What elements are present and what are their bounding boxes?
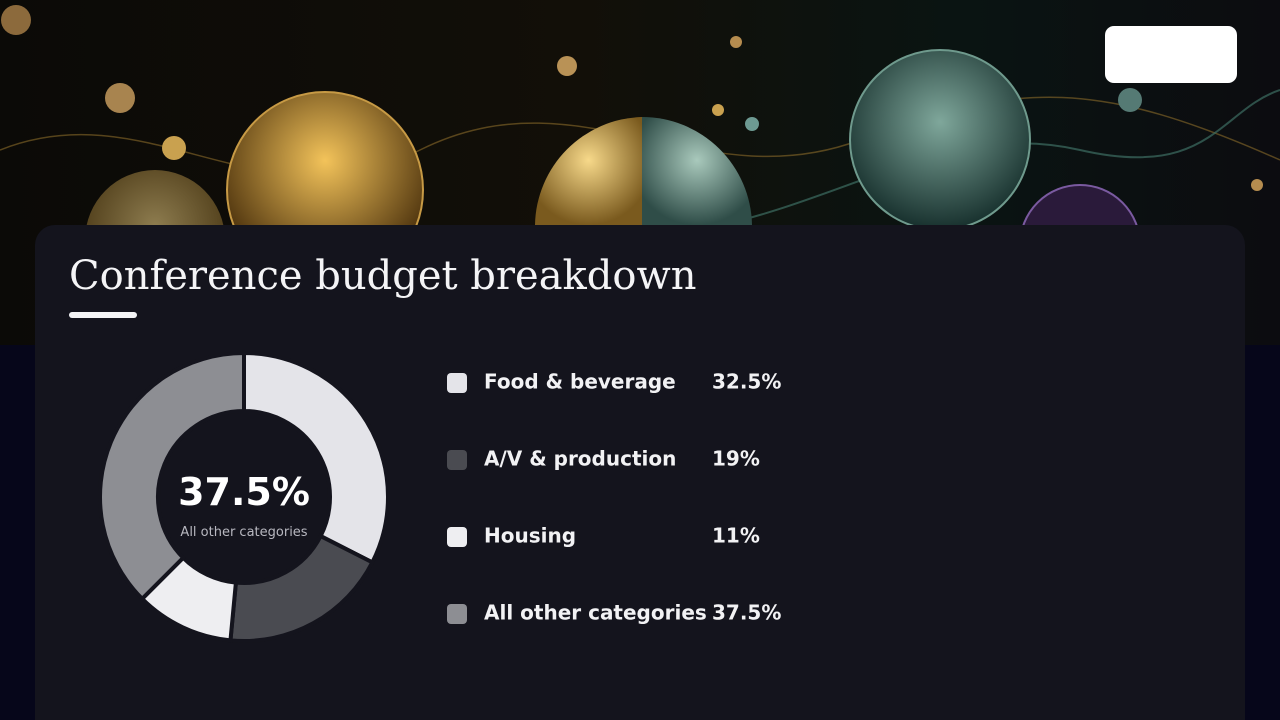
legend-label: Housing: [484, 524, 576, 548]
orb-half: [535, 117, 642, 225]
dot: [162, 136, 186, 160]
travel-image: [849, 49, 1031, 231]
legend-value: 32.5%: [712, 370, 781, 394]
legend-label: A/V & production: [484, 447, 676, 471]
donut-chart: 37.5% All other categories: [98, 350, 390, 643]
legend-label: All other categories: [484, 601, 707, 625]
dot: [712, 104, 724, 116]
legend-label: Food & beverage: [484, 370, 676, 394]
center-value: 37.5%: [178, 470, 310, 514]
legend-swatch: [447, 527, 467, 547]
logo-box: [1105, 26, 1237, 83]
dot: [1, 5, 31, 35]
legend-swatch: [447, 373, 467, 393]
dot: [1251, 179, 1263, 191]
legend: Food & beverage 32.5% A/V & production 19% H…: [447, 370, 781, 625]
legend-swatch: [447, 450, 467, 470]
legend-value: 37.5%: [712, 601, 781, 625]
dot: [730, 36, 742, 48]
dot: [745, 117, 759, 131]
legend-value: 19%: [712, 447, 760, 471]
wave: [699, 89, 1280, 231]
slide-title: Conference budget breakdown: [69, 253, 696, 299]
legend-value: 11%: [712, 524, 760, 548]
title-underline: [69, 312, 137, 318]
donut-slice: [242, 350, 390, 566]
center-label: All other categories: [180, 525, 307, 540]
dot: [557, 56, 577, 76]
dot: [1118, 88, 1142, 112]
legend-swatch: [447, 604, 467, 624]
dot: [105, 83, 135, 113]
donut-slice: [98, 350, 246, 602]
orb-half: [642, 116, 752, 225]
